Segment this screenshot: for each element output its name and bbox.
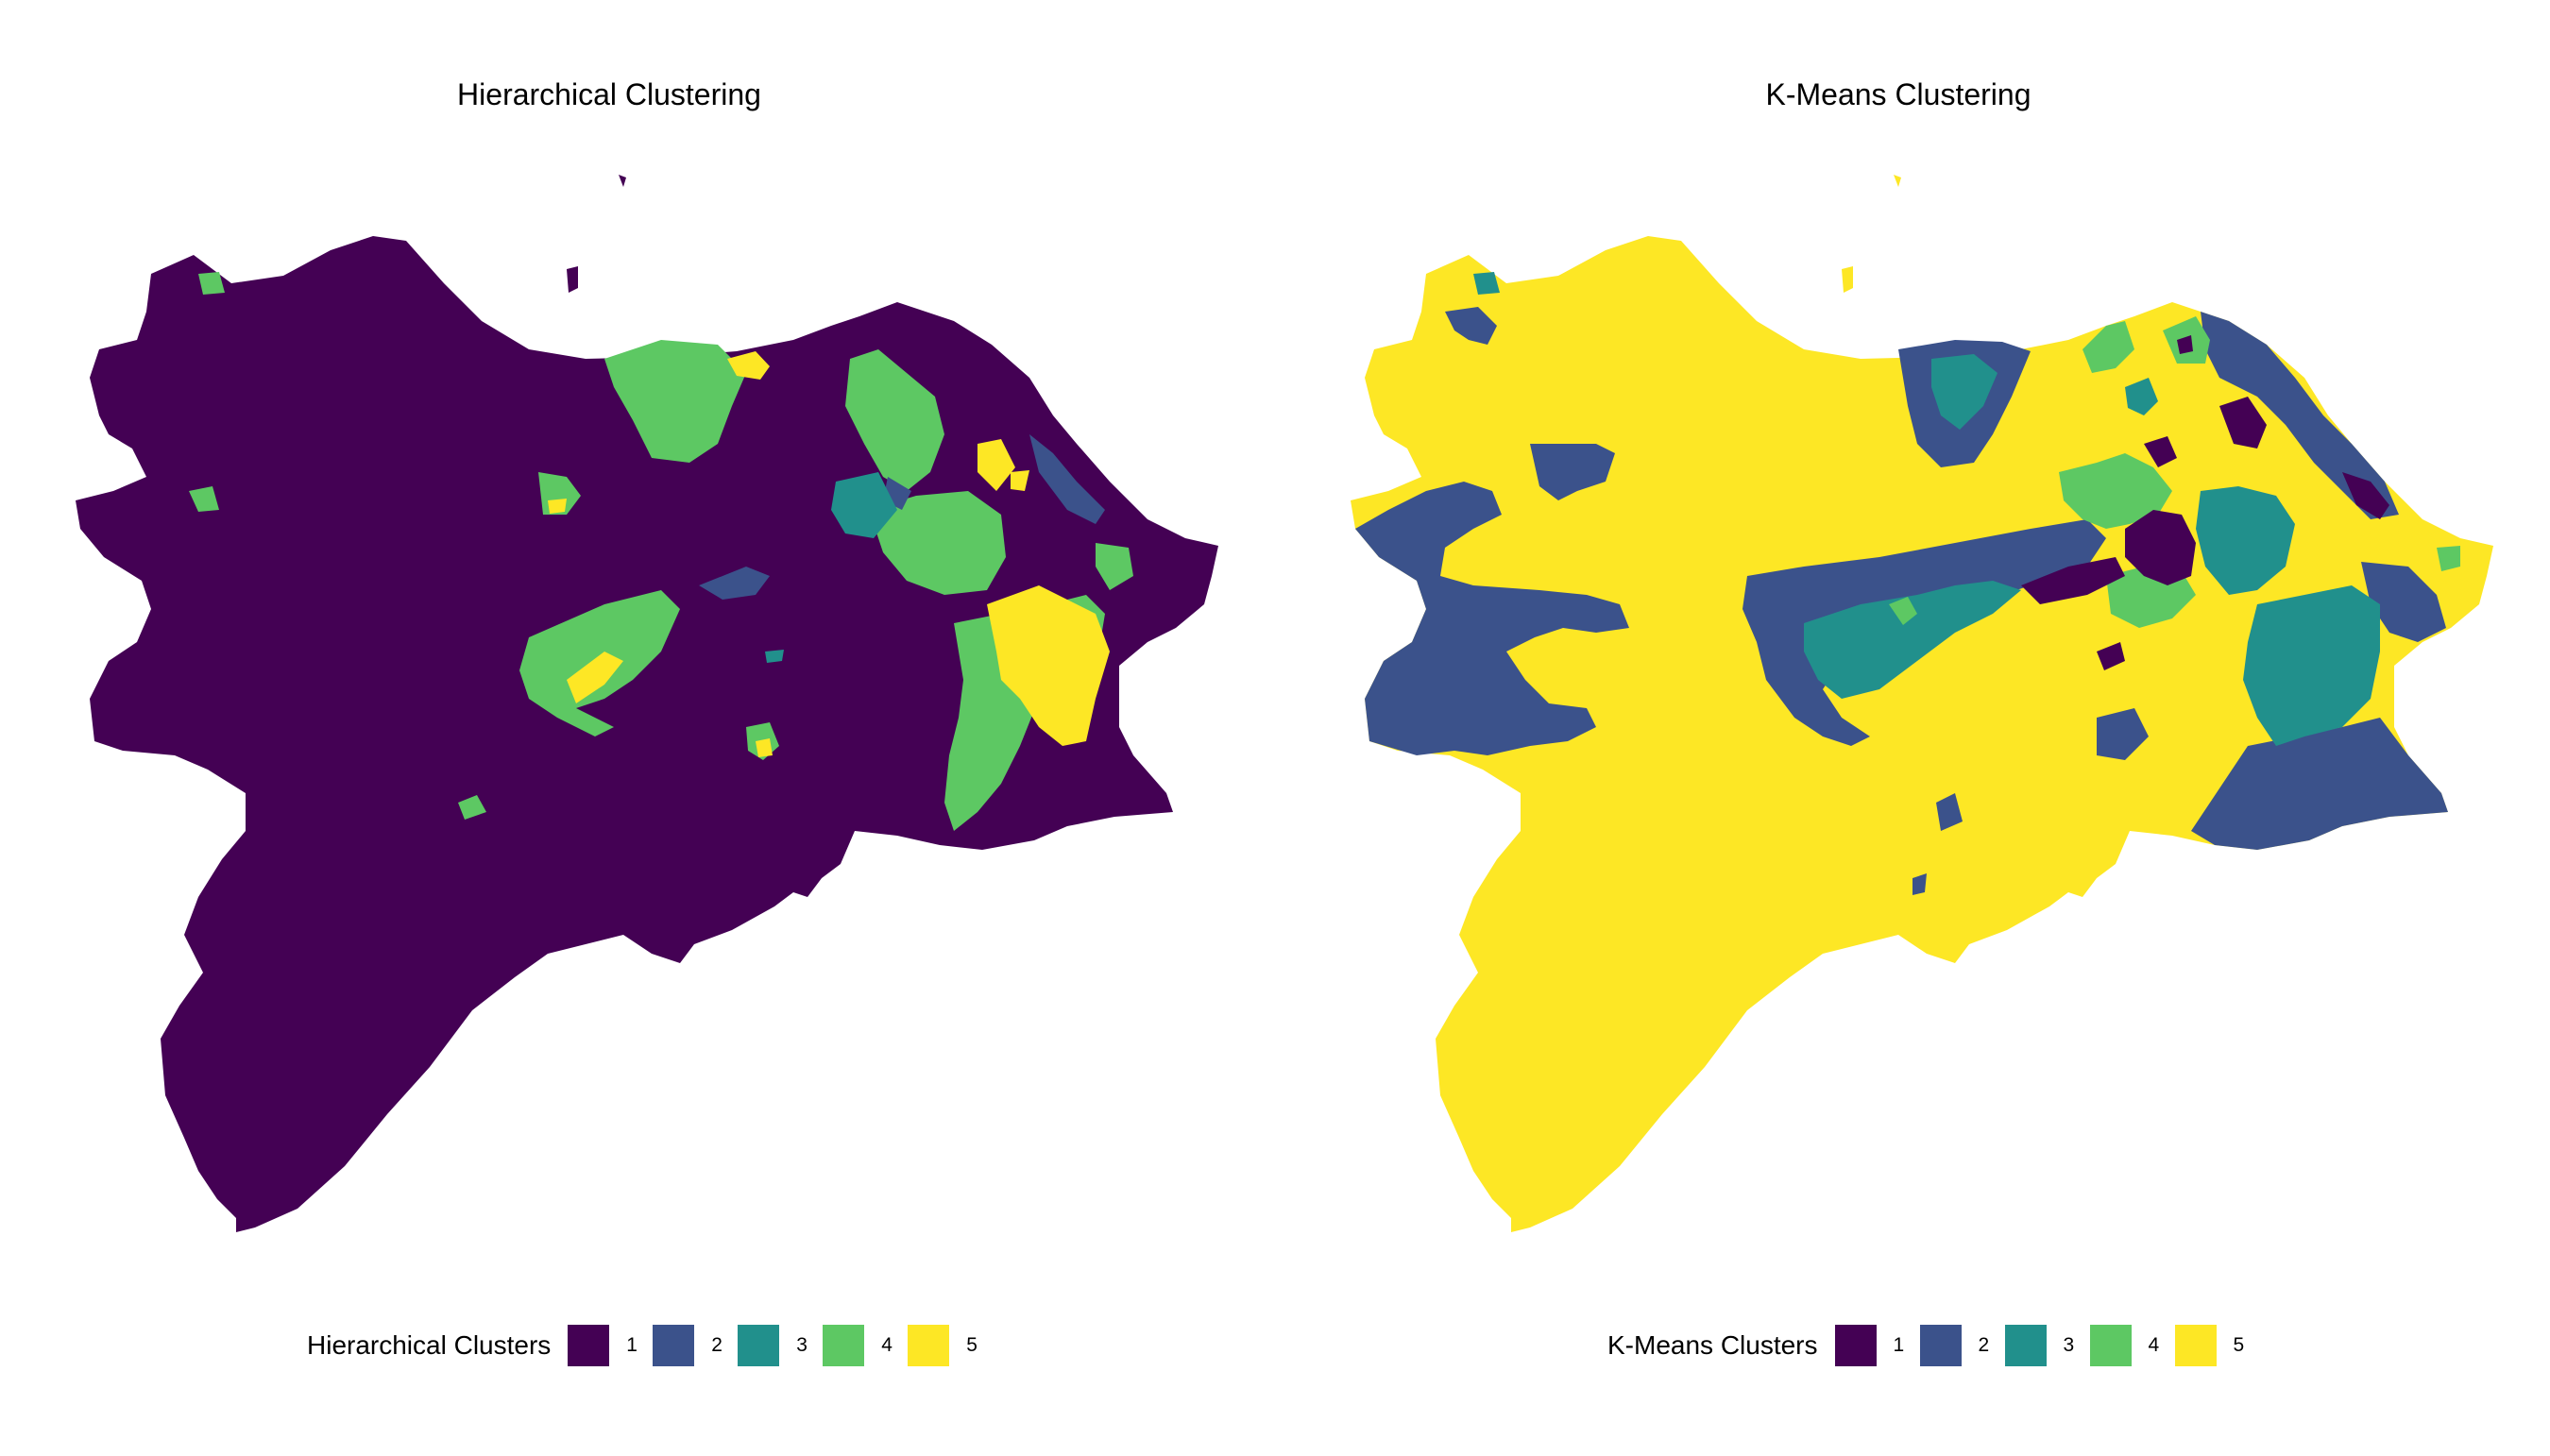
kmeans-map — [1351, 175, 2493, 1232]
cluster-4-region — [2082, 321, 2134, 373]
cluster-4-region — [198, 272, 225, 295]
legend-label: 1 — [626, 1334, 638, 1356]
cluster-4-region — [458, 795, 486, 820]
legend-label: 4 — [2148, 1334, 2160, 1356]
cluster-4-region — [2437, 546, 2460, 571]
legend-item-1: 1 — [1834, 1325, 1905, 1366]
legend-label: 1 — [1893, 1334, 1905, 1356]
cluster-5-region — [567, 652, 623, 703]
legend-item-2: 2 — [653, 1325, 722, 1366]
legend-item-2: 2 — [1919, 1325, 1990, 1366]
legend-item-1: 1 — [568, 1325, 638, 1366]
cluster-1-region — [2125, 510, 2196, 585]
legend-item-4: 4 — [823, 1325, 892, 1366]
cluster-1-region — [2097, 642, 2125, 670]
cluster-5-region — [978, 439, 1015, 491]
cluster-1-region — [2219, 397, 2267, 449]
legend-swatch — [568, 1325, 610, 1366]
legend-swatch — [908, 1325, 950, 1366]
map-islet — [567, 266, 578, 293]
legend-item-4: 4 — [2089, 1325, 2160, 1366]
cluster-1-region — [2177, 335, 2193, 354]
kmeans-panel: K-Means Clustering K-Means Clusters 1 2 3 4… — [1275, 0, 2550, 1456]
legend-label: 3 — [2063, 1334, 2075, 1356]
map-base-region — [1351, 175, 2493, 1232]
cluster-4-region — [845, 349, 944, 491]
cluster-4-region — [1889, 597, 1917, 625]
legend-swatch — [823, 1325, 865, 1366]
legend-swatch — [2004, 1325, 2047, 1366]
cluster-4-region — [2059, 453, 2172, 529]
legend-item-3: 3 — [738, 1325, 808, 1366]
cluster-5-region — [1011, 470, 1029, 491]
hierarchical-panel: Hierarchical Clustering Hierarchical Clu… — [76, 77, 1218, 1369]
legend-swatch — [738, 1325, 780, 1366]
map-outline — [76, 236, 1218, 1232]
cluster-patches — [1355, 272, 2460, 895]
hierarchical-map — [76, 175, 1218, 1232]
legend-label: 2 — [1978, 1334, 1990, 1356]
cluster-2-region — [2361, 562, 2446, 642]
legend-label: 2 — [711, 1334, 722, 1356]
legend-swatch — [1834, 1325, 1877, 1366]
legend-swatch — [2089, 1325, 2132, 1366]
cluster-3-region — [2196, 486, 2295, 595]
map-islet — [1894, 175, 1901, 187]
cluster-4-region — [1096, 543, 1133, 590]
legend-label: 3 — [796, 1334, 808, 1356]
legend-label: 5 — [2233, 1334, 2245, 1356]
cluster-2-region — [699, 567, 770, 600]
cluster-3-region — [1804, 581, 2021, 699]
cluster-3-region — [765, 650, 784, 663]
cluster-1-region — [2144, 436, 2177, 467]
cluster-3-region — [1931, 354, 1998, 430]
cluster-2-region — [1912, 873, 1927, 895]
cluster-2-region — [2097, 708, 2149, 760]
cluster-5-region — [548, 499, 567, 514]
legend-items: 1 2 3 4 5 — [1834, 1325, 2260, 1366]
legend: Hierarchical Clusters 1 2 3 4 5 — [307, 1322, 993, 1369]
cluster-2-region — [2191, 718, 2448, 850]
cluster-3-region — [831, 472, 897, 538]
legend-title: K-Means Clusters — [1607, 1330, 1818, 1360]
cluster-2-region — [1445, 307, 1497, 345]
legend-item-5: 5 — [2174, 1325, 2245, 1366]
cluster-2-region — [1355, 482, 1629, 755]
cluster-5-region — [727, 351, 770, 380]
cluster-patches — [189, 272, 1133, 831]
map-islet — [619, 175, 626, 187]
map-outline — [1351, 236, 2493, 1232]
map-base-region — [76, 175, 1218, 1232]
legend-label: 4 — [881, 1334, 892, 1356]
legend-items: 1 2 3 4 5 — [568, 1325, 993, 1366]
cluster-2-region — [1029, 434, 1105, 524]
legend-label: 5 — [966, 1334, 978, 1356]
legend-title: Hierarchical Clusters — [307, 1330, 552, 1360]
cluster-3-region — [2125, 378, 2158, 415]
cluster-5-region — [987, 585, 1110, 746]
cluster-4-region — [869, 491, 1006, 595]
map-islet — [1842, 266, 1853, 293]
cluster-1-region — [2021, 557, 2125, 604]
cluster-1-region — [2342, 472, 2389, 519]
legend-item-3: 3 — [2004, 1325, 2075, 1366]
legend: K-Means Clusters 1 2 3 4 5 — [1607, 1322, 2260, 1369]
cluster-2-region — [2201, 312, 2399, 519]
legend-swatch — [653, 1325, 695, 1366]
panel-title: K-Means Clustering — [1765, 77, 2032, 111]
legend-item-5: 5 — [908, 1325, 978, 1366]
cluster-3-region — [2243, 585, 2380, 746]
cluster-4-region — [189, 486, 219, 512]
cluster-2-region — [1530, 444, 1615, 500]
cluster-2-region — [1936, 793, 1963, 831]
panel-title: Hierarchical Clustering — [457, 77, 761, 111]
legend-swatch — [1919, 1325, 1962, 1366]
legend-swatch — [2174, 1325, 2217, 1366]
cluster-4-region — [604, 340, 746, 463]
cluster-3-region — [1473, 272, 1500, 295]
cluster-5-region — [756, 738, 773, 757]
cluster-2-region — [1742, 519, 2106, 746]
